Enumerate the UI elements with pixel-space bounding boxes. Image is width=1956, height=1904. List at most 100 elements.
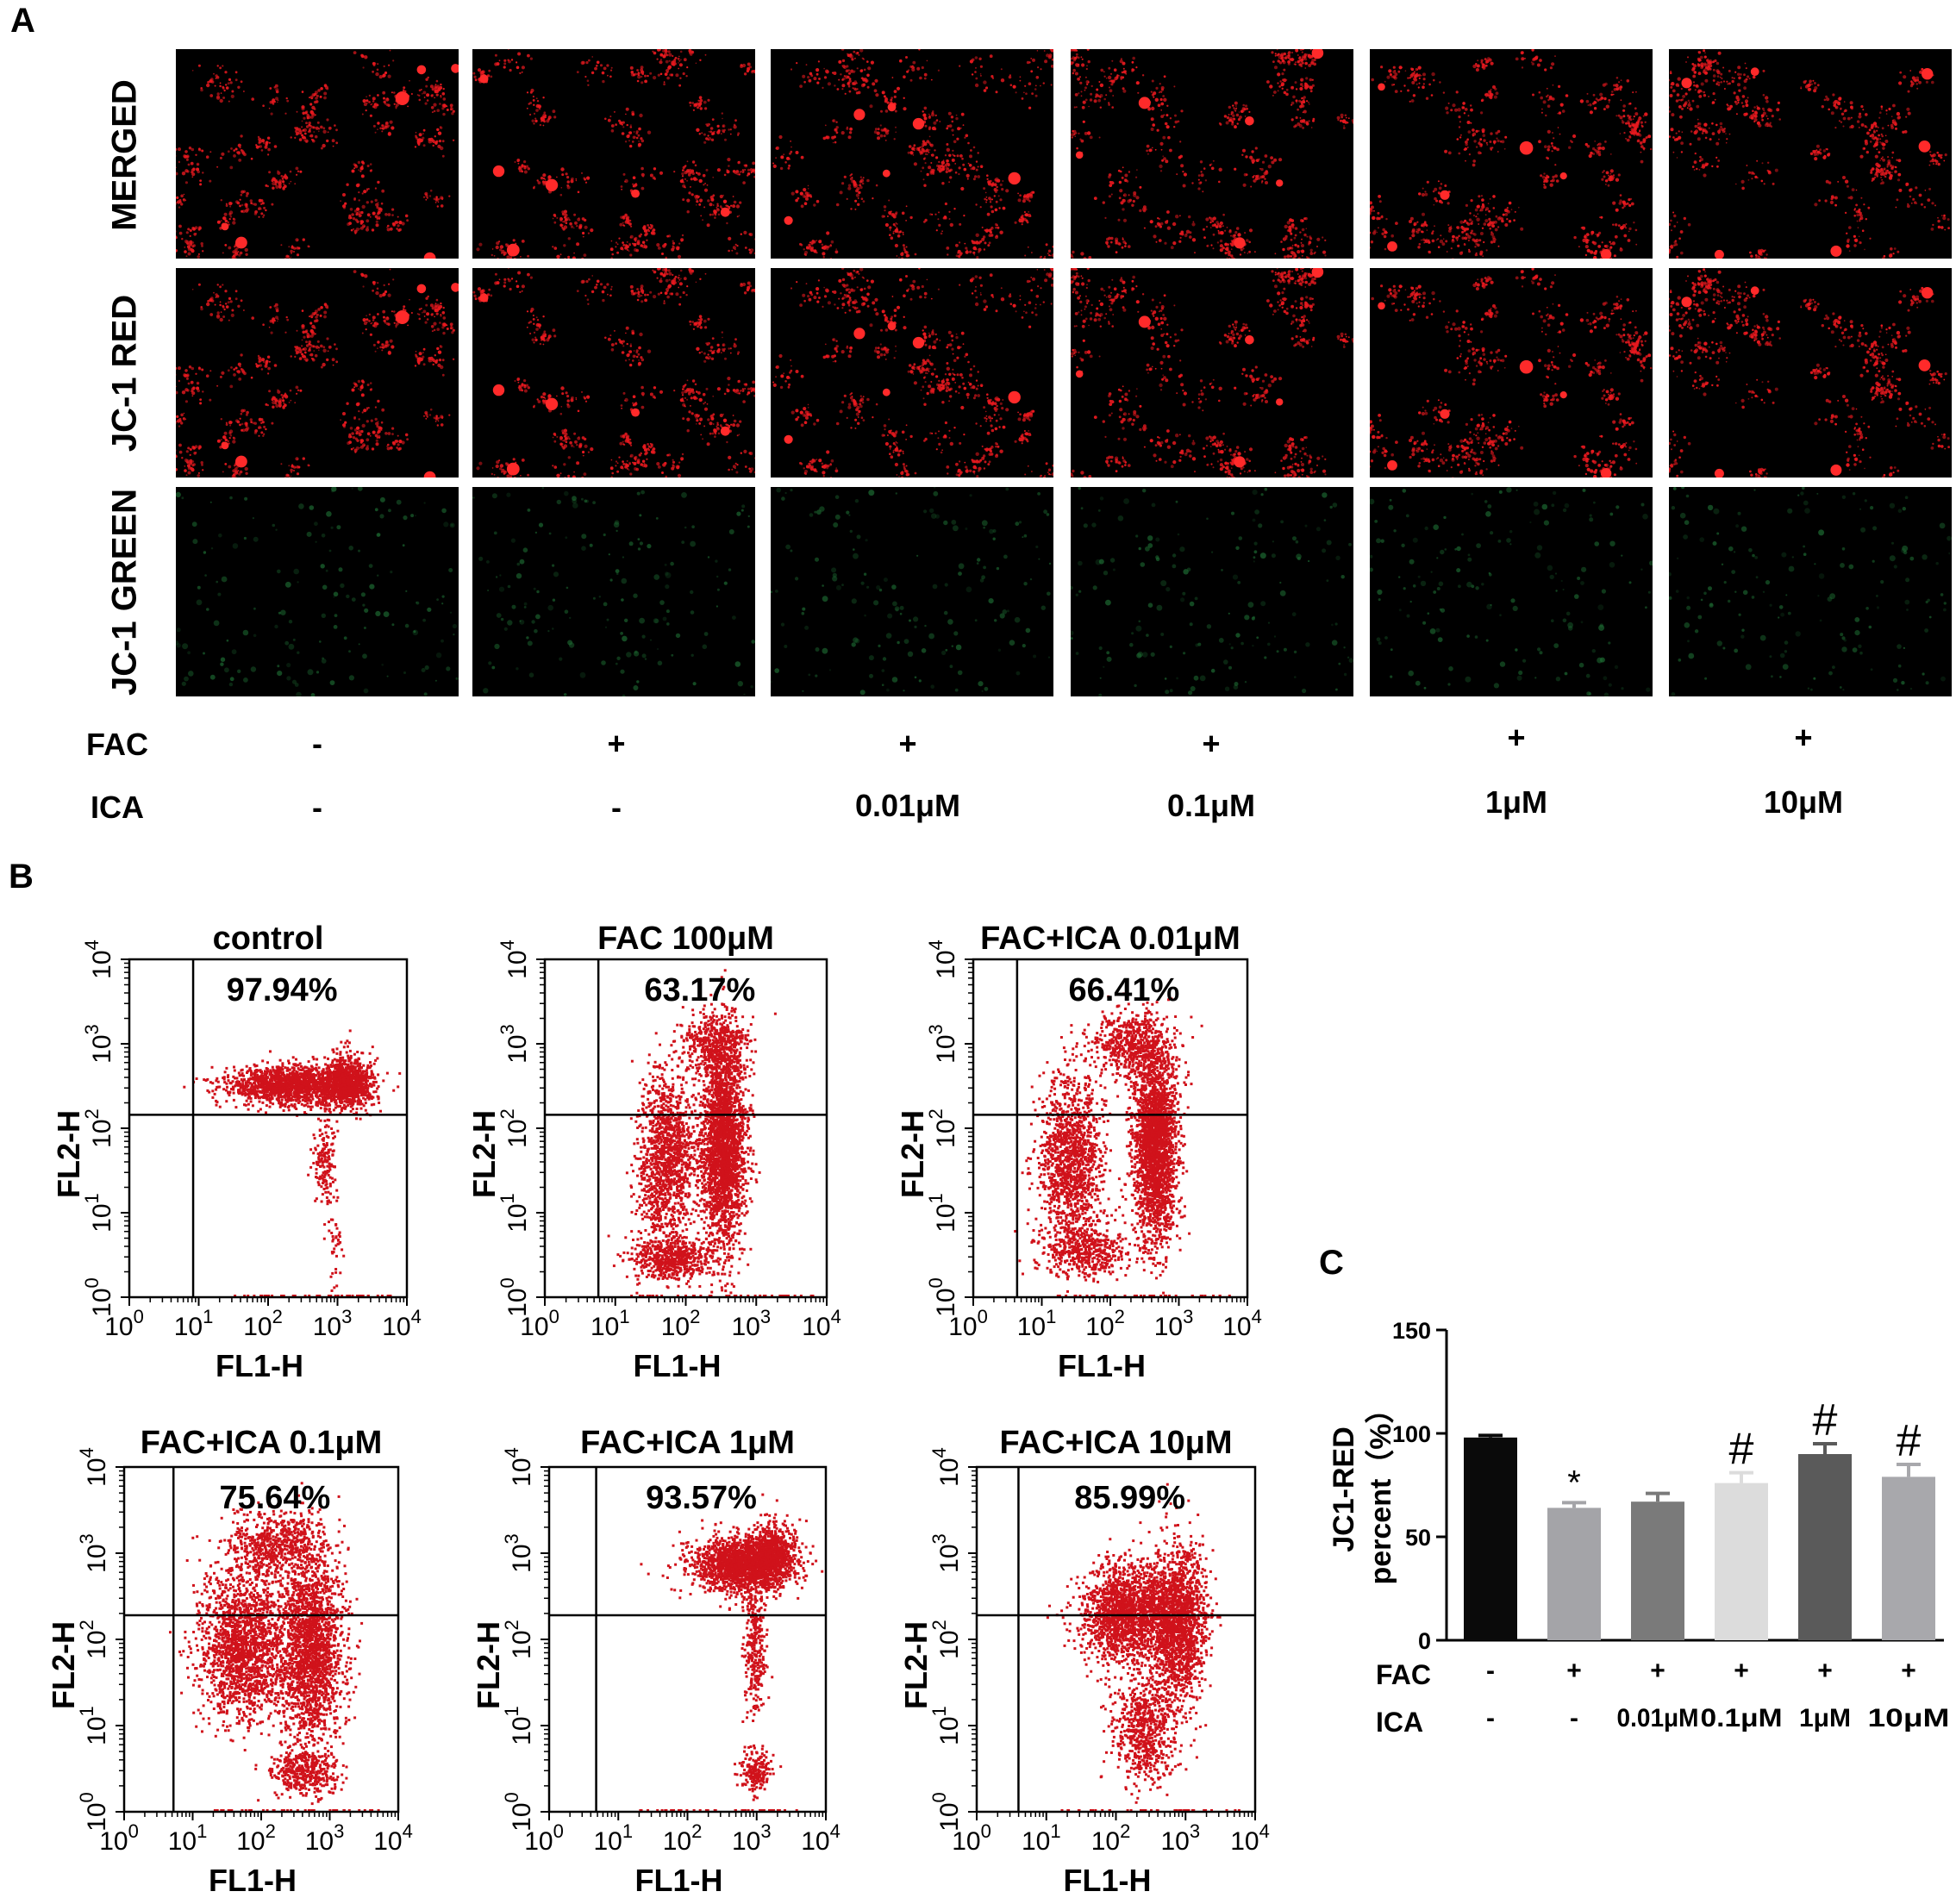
significance-mark: #	[1897, 1416, 1922, 1466]
panel-c-letter: C	[1319, 1244, 1344, 1283]
micrograph-r1-c1	[472, 268, 755, 478]
y-tick-label: 100	[925, 1277, 960, 1317]
x-tick-label: 102	[663, 1820, 703, 1856]
flow-events	[639, 1493, 824, 1812]
ica-value-3: 0.1μM	[1167, 788, 1255, 824]
x-tick-label: 100	[104, 1306, 144, 1341]
error-bar	[1478, 1433, 1503, 1438]
flow-plot-title: FAC+ICA 0.1μM	[141, 1425, 383, 1461]
flow-events	[1014, 989, 1231, 1297]
error-bar	[1729, 1470, 1753, 1483]
c-ica-value: 10μM	[1868, 1704, 1950, 1732]
flow-plot-1: FAC 100μM 63.17% 100 101 102 103 104 100 101 102 1…	[466, 921, 841, 1383]
c-fac-value: +	[1650, 1657, 1665, 1685]
micrograph-r1-c4	[1370, 268, 1653, 478]
y-tick-label: 100	[76, 1792, 111, 1832]
panel-a-fac-label: FAC	[86, 727, 148, 763]
x-tick-label: 100	[948, 1306, 988, 1341]
ica-value-5: 10μM	[1764, 784, 1843, 821]
x-tick-label: 101	[591, 1306, 630, 1341]
c-y-axis-label-line2: percent（%）	[1364, 1394, 1397, 1584]
c-ica-value: -	[1486, 1704, 1495, 1732]
error-bar	[1897, 1463, 1921, 1477]
x-tick-label: 100	[520, 1306, 559, 1341]
error-bar	[1562, 1501, 1586, 1508]
micrograph-r1-c0	[176, 268, 459, 478]
bar	[1631, 1501, 1684, 1640]
y-tick-label: 101	[76, 1706, 111, 1745]
x-tick-label: 100	[524, 1820, 564, 1856]
x-tick-label: 102	[661, 1306, 701, 1341]
y-tick-label: 101	[925, 1193, 960, 1233]
y-axis-label: FL2-H	[471, 1621, 506, 1709]
micrograph-r1-c2	[771, 268, 1053, 478]
c-fac-label: FAC	[1376, 1659, 1431, 1690]
fac-value-1: +	[607, 726, 625, 762]
x-tick-label: 101	[1022, 1820, 1061, 1856]
c-ica-value: 1μM	[1799, 1704, 1851, 1732]
micrograph-r2-c2	[771, 487, 1053, 696]
flow-plot-title: FAC+ICA 1μM	[580, 1425, 795, 1461]
ica-value-0: -	[312, 790, 322, 826]
flow-plot-0: control 97.94% 100 101 102 103 104 100 101 102 103…	[51, 921, 422, 1383]
y-tick-label: 104	[76, 1447, 111, 1487]
micrograph-r1-c3	[1071, 268, 1353, 478]
error-bar	[1813, 1442, 1837, 1454]
y-tick-label: 103	[925, 1024, 960, 1064]
y-tick-label: 104	[501, 1447, 536, 1487]
y-tick-label: 104	[497, 940, 532, 979]
x-tick-label: 103	[732, 1820, 772, 1856]
flow-events	[183, 1029, 402, 1297]
flow-events	[169, 1482, 380, 1812]
panel-a-letter: A	[10, 2, 35, 41]
x-tick-label: 100	[952, 1820, 991, 1856]
micrograph-r0-c5	[1669, 49, 1952, 259]
panel-b-letter: B	[9, 858, 34, 896]
row-label-0: MERGED	[106, 79, 145, 231]
micrograph-r2-c5	[1669, 487, 1952, 696]
c-ica-value: 0.1μM	[1701, 1704, 1783, 1732]
x-tick-label: 102	[1085, 1306, 1125, 1341]
micrograph-r2-c1	[472, 487, 755, 696]
y-tick-label: 102	[497, 1108, 532, 1148]
x-tick-label: 104	[382, 1306, 422, 1341]
y-tick-label: 102	[925, 1108, 960, 1148]
x-tick-label: 104	[801, 1820, 841, 1856]
c-fac-value: -	[1486, 1657, 1495, 1685]
error-bar	[1646, 1491, 1670, 1502]
row-label-1: JC-1 RED	[106, 295, 145, 452]
c-y-tick-label: 100	[1392, 1421, 1431, 1447]
x-axis-label: FL1-H	[1058, 1348, 1146, 1383]
c-fac-value: +	[1566, 1657, 1582, 1685]
bar	[1464, 1437, 1517, 1640]
row-label-2: JC-1 GREEN	[106, 489, 145, 696]
c-y-tick-label: 0	[1418, 1628, 1431, 1654]
quadrant-percent: 75.64%	[219, 1480, 330, 1516]
x-tick-label: 104	[373, 1820, 413, 1856]
x-axis-label: FL1-H	[209, 1863, 297, 1898]
x-tick-label: 101	[168, 1820, 208, 1856]
y-tick-label: 100	[497, 1277, 532, 1317]
flow-plot-title: FAC+ICA 10μM	[1000, 1425, 1233, 1461]
y-tick-label: 104	[81, 940, 116, 979]
bar	[1715, 1483, 1768, 1640]
y-tick-label: 100	[81, 1277, 116, 1317]
flow-plot-title: FAC 100μM	[597, 921, 774, 957]
y-axis-label: FL2-H	[898, 1621, 934, 1709]
x-tick-label: 101	[174, 1306, 214, 1341]
x-tick-label: 100	[99, 1820, 139, 1856]
x-axis-label: FL1-H	[635, 1863, 723, 1898]
y-axis-label: FL2-H	[51, 1110, 86, 1198]
y-axis-label: FL2-H	[895, 1110, 930, 1198]
bar	[1882, 1476, 1935, 1640]
x-tick-label: 103	[305, 1820, 345, 1856]
x-tick-label: 102	[243, 1306, 283, 1341]
x-tick-label: 101	[593, 1820, 633, 1856]
quadrant-percent: 85.99%	[1074, 1480, 1185, 1516]
micrograph-r2-c0	[176, 487, 459, 696]
y-tick-label: 103	[81, 1024, 116, 1064]
x-tick-label: 104	[1222, 1306, 1262, 1341]
ica-value-2: 0.01μM	[855, 788, 960, 824]
micrograph-r0-c0	[176, 49, 459, 259]
quadrant-percent: 63.17%	[644, 972, 755, 1008]
